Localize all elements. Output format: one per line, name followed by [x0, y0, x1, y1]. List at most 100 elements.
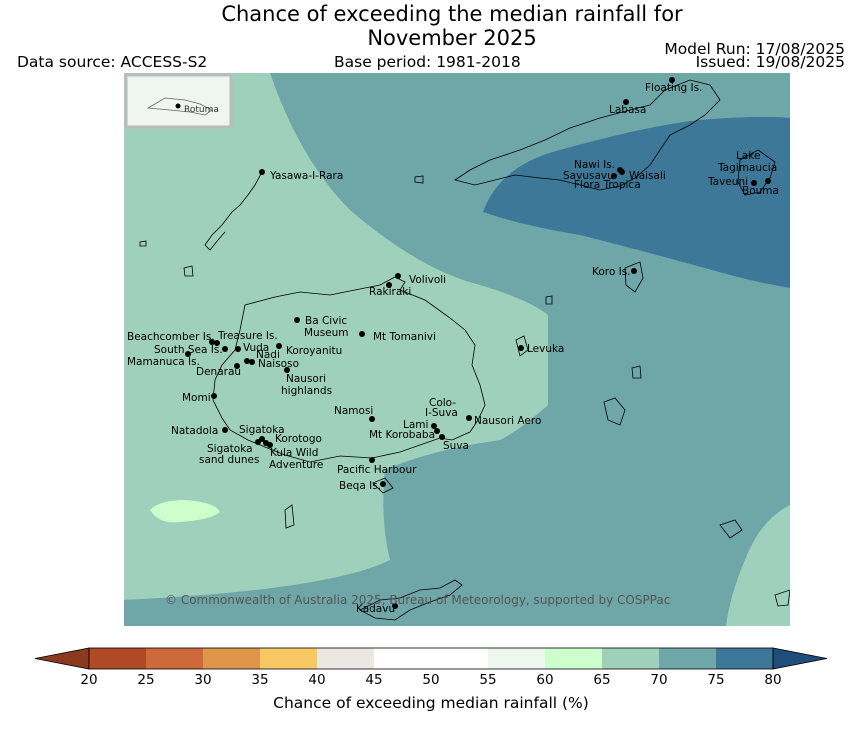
- colorbar-tick-label: 40: [308, 672, 326, 688]
- colorbar-bin: [374, 648, 431, 669]
- place-label: Lami: [403, 419, 428, 431]
- model-run-label: Model Run: 17/08/2025: [664, 40, 845, 58]
- place-label: Flora Tropica: [574, 179, 641, 191]
- region-75-80-northeast: [483, 116, 790, 288]
- place-label: Tagimaucia: [717, 162, 777, 174]
- place-label: Vuda: [243, 342, 269, 354]
- place-label: Nawi Is.: [574, 159, 615, 171]
- yasawa-chain: [204, 171, 263, 251]
- place-marker: [751, 180, 757, 186]
- region-65-70-west: [124, 73, 548, 600]
- place-label: Savusavu: [563, 170, 614, 182]
- place-label: Momi: [182, 392, 211, 404]
- colorbar-outline: [88, 647, 774, 670]
- place-marker: [439, 434, 445, 440]
- colorbar-tick-label: 35: [251, 672, 269, 688]
- place-label: Yasawa-I-Rara: [269, 170, 343, 182]
- data-source-label: Data source: ACCESS-S2: [17, 53, 208, 71]
- place-marker: [255, 439, 261, 445]
- place-marker: [276, 343, 282, 349]
- vanua-levu-coast: [454, 79, 721, 191]
- islet-5: [139, 240, 147, 247]
- place-marker: [222, 346, 228, 352]
- colorbar-tick-label: 70: [650, 672, 668, 688]
- place-marker: [395, 273, 401, 279]
- place-label: sand dunes: [199, 454, 259, 466]
- gau-coast: [603, 397, 626, 426]
- place-label: Naisoso: [258, 358, 299, 370]
- colorbar-tick-label: 30: [194, 672, 212, 688]
- place-marker: [222, 427, 228, 433]
- viti-levu-coast: [212, 276, 486, 463]
- place-label: Adventure: [269, 459, 323, 471]
- place-marker: [244, 358, 250, 364]
- place-marker: [623, 99, 629, 105]
- place-marker: [619, 169, 625, 175]
- colorbar-tick-label: 65: [593, 672, 611, 688]
- place-label: Rakiraki: [369, 286, 411, 298]
- place-marker: [434, 428, 440, 434]
- place-marker: [380, 481, 386, 487]
- region-60-65-blob: [150, 500, 220, 523]
- place-marker: [211, 393, 217, 399]
- place-label: Levuka: [527, 343, 564, 355]
- place-marker: [214, 340, 220, 346]
- lau-island-coast: [774, 589, 790, 607]
- place-label: Mamanuca Is.: [127, 356, 200, 368]
- place-label: Suva: [443, 440, 469, 452]
- colorbar-bin: [716, 648, 773, 669]
- place-label: Museum: [304, 327, 349, 339]
- islet-4: [631, 365, 642, 379]
- place-marker: [369, 416, 375, 422]
- region-65-70-southeast: [726, 505, 790, 626]
- colorbar-bin: [488, 648, 545, 669]
- place-marker: [267, 442, 273, 448]
- place-marker: [518, 345, 524, 351]
- place-label: South Sea Is.: [154, 344, 223, 356]
- chart-title: Chance of exceeding the median rainfall …: [0, 2, 862, 50]
- place-marker: [392, 603, 398, 609]
- place-marker: [466, 415, 472, 421]
- place-label: Volivoli: [409, 274, 446, 286]
- place-label: Koro Is.: [592, 266, 631, 278]
- place-label: Natadola: [171, 425, 218, 437]
- colorbar-bin: [203, 648, 260, 669]
- place-label: Beachcomber Is.: [127, 331, 215, 343]
- colorbar-bin: [545, 648, 602, 669]
- place-marker: [249, 359, 255, 365]
- colorbar-over-arrow: [772, 647, 828, 670]
- place-marker: [209, 339, 215, 345]
- islet-2: [414, 175, 424, 184]
- colorbar-tick-label: 60: [536, 672, 554, 688]
- place-label: Lake: [736, 150, 760, 162]
- place-label: I-Suva: [425, 407, 458, 419]
- place-label: Korotogo: [275, 433, 322, 445]
- place-marker: [294, 317, 300, 323]
- place-marker: [284, 367, 290, 373]
- vatulele-coast: [284, 504, 295, 529]
- place-label: Namosi: [334, 405, 373, 417]
- place-label: Waisali: [629, 170, 666, 182]
- place-label: Ba Civic: [305, 315, 347, 327]
- base-period-label: Base period: 1981-2018: [334, 53, 521, 71]
- coastlines: [139, 79, 790, 621]
- place-marker: [369, 457, 375, 463]
- place-marker: [631, 268, 637, 274]
- beqa-coast: [372, 477, 394, 494]
- place-marker: [386, 282, 392, 288]
- colorbar-bin: [317, 648, 374, 669]
- issued-label: Issued: 19/08/2025: [695, 53, 845, 71]
- place-marker: [235, 346, 241, 352]
- colorbar-bin: [602, 648, 659, 669]
- place-marker: [185, 351, 191, 357]
- ovalau-coast: [515, 335, 529, 357]
- place-label: Treasure Is.: [217, 330, 278, 342]
- colorbar-tick-label: 75: [707, 672, 725, 688]
- colorbar-tick-label: 55: [479, 672, 497, 688]
- rotuma-island: [146, 97, 213, 116]
- place-label: Nausori: [286, 373, 326, 385]
- place-label: Nausori Aero: [474, 415, 541, 427]
- colorbar-under-arrow: [34, 647, 90, 670]
